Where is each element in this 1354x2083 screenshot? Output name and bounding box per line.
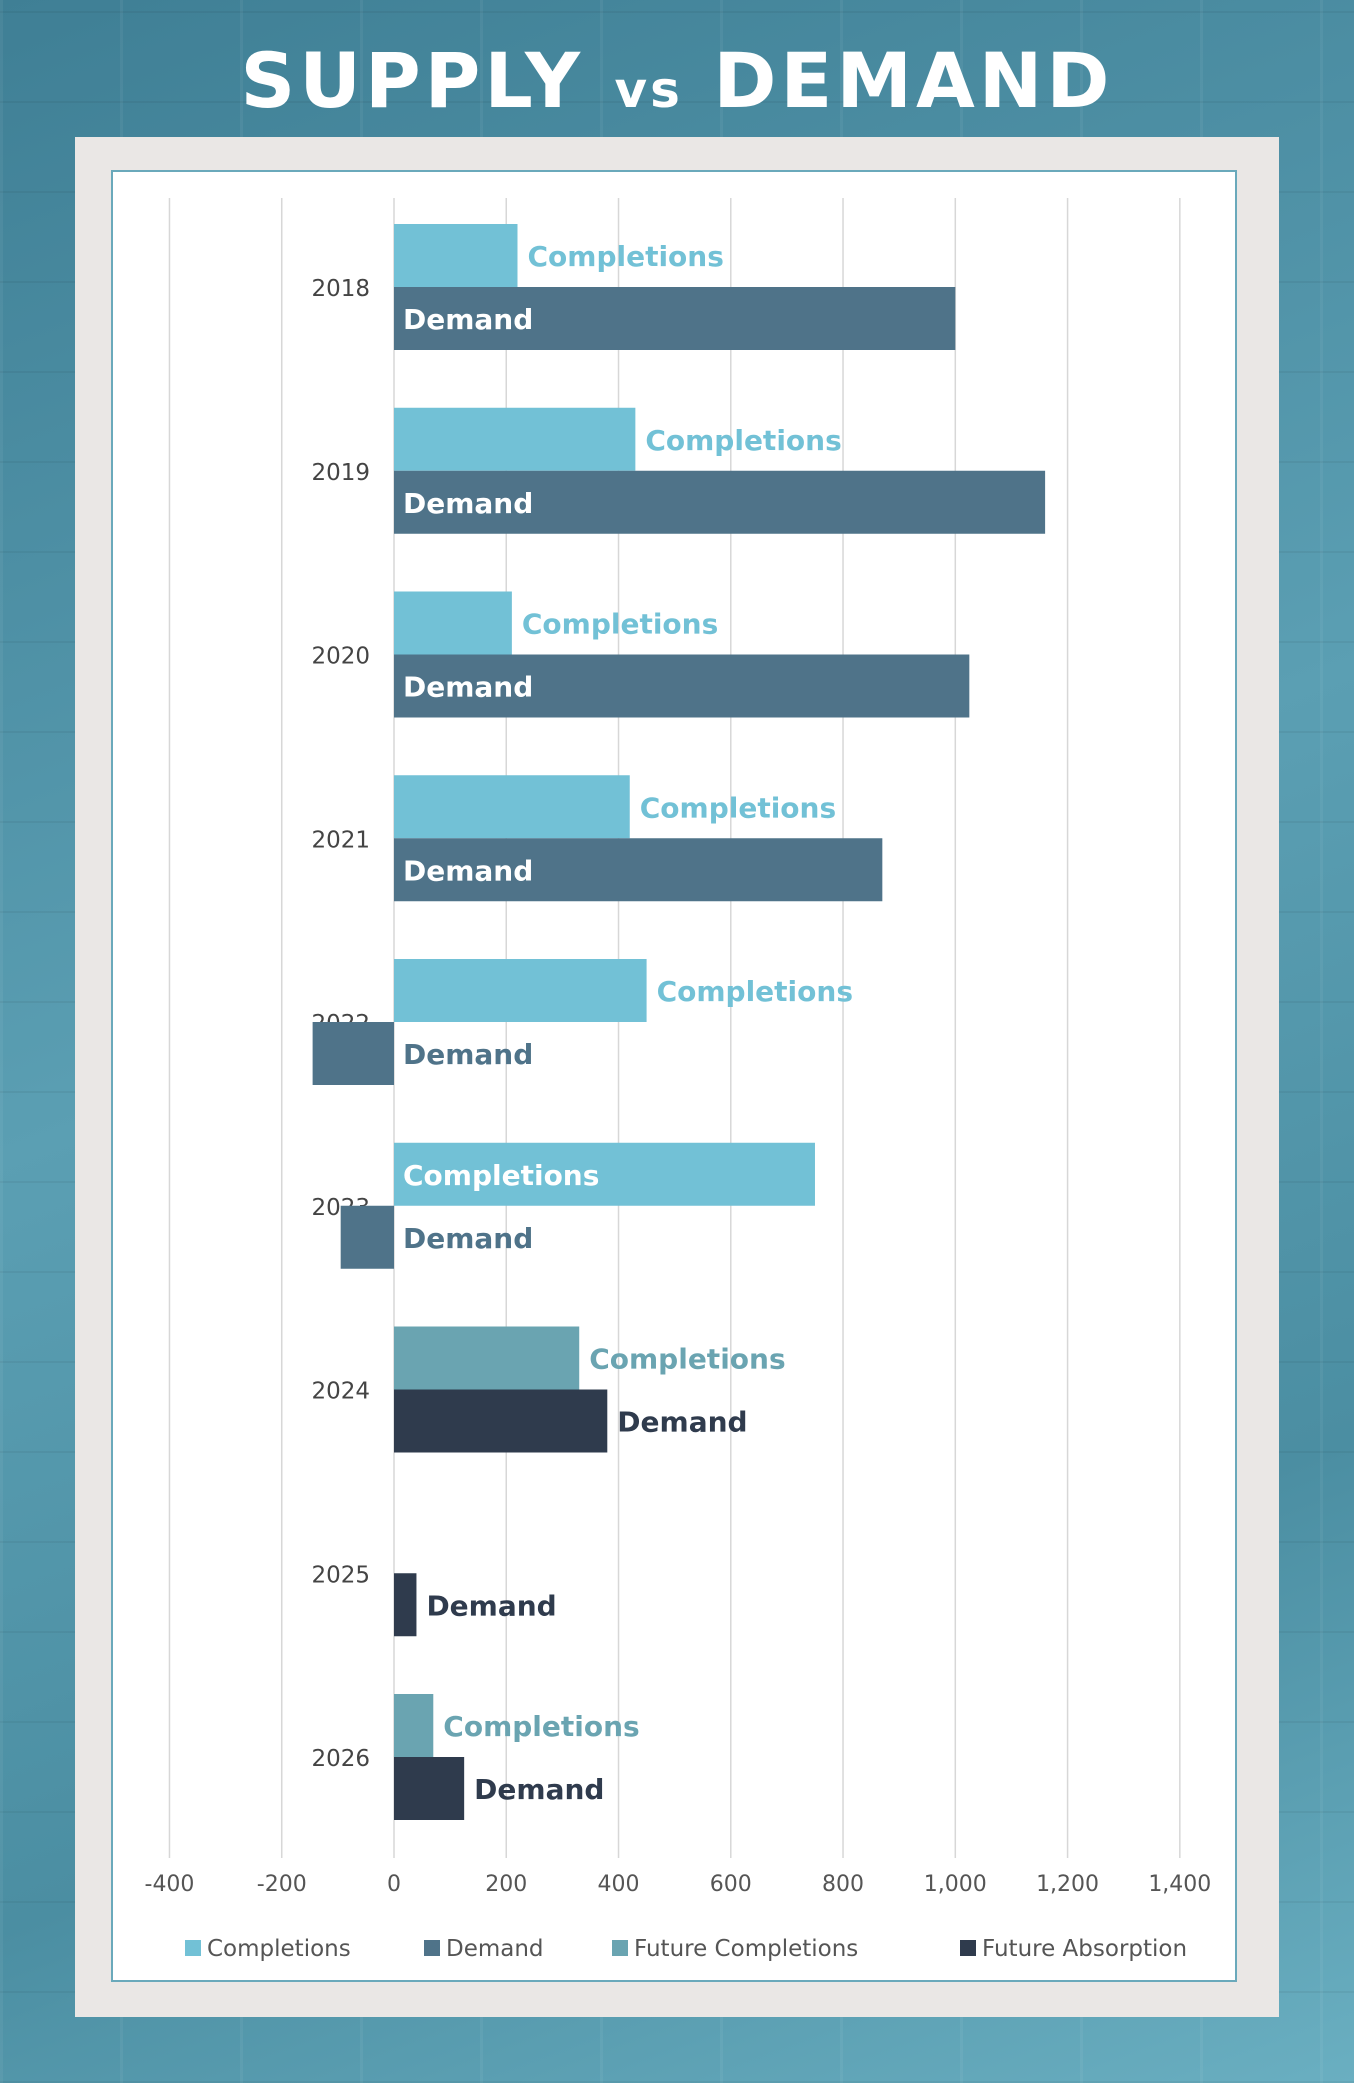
legend-label: Future Completions: [634, 1936, 858, 1962]
x-tick-label: 0: [387, 1872, 401, 1897]
completions-bar: [394, 591, 512, 655]
demand-data-label: Demand: [403, 303, 533, 336]
legend-label: Demand: [446, 1936, 544, 1962]
completions-data-label: Completions: [657, 975, 853, 1008]
demand-bar: [394, 654, 970, 718]
completions-data-label: Completions: [527, 240, 723, 273]
completions-data-label: Completions: [645, 424, 841, 457]
completions-data-label: Completions: [403, 1159, 599, 1192]
completions-data-label: Completions: [522, 608, 718, 641]
demand-data-label: Demand: [403, 671, 533, 704]
legend-swatch: [960, 1940, 976, 1956]
completions-data-label: Completions: [443, 1710, 639, 1743]
x-tick-label: 800: [822, 1872, 864, 1897]
demand-bar: [394, 1757, 465, 1820]
x-tick-label: -200: [257, 1872, 307, 1897]
completions-bar: [394, 959, 647, 1022]
title-demand: DEMAND: [713, 36, 1114, 125]
legend-swatch: [185, 1940, 201, 1956]
demand-bar: [394, 1389, 608, 1453]
category-label: 2019: [311, 460, 370, 486]
demand-bar: [394, 470, 1046, 534]
completions-bar: [394, 775, 630, 839]
demand-data-label: Demand: [403, 487, 533, 520]
demand-data-label: Demand: [403, 854, 533, 887]
legend-label: Completions: [207, 1936, 351, 1962]
completions-data-label: Completions: [640, 791, 836, 824]
demand-bar: [340, 1205, 394, 1269]
completions-bar: [394, 1326, 580, 1390]
page-title: SUPPLY vs DEMAND: [0, 36, 1354, 125]
legend-swatch: [612, 1940, 628, 1956]
demand-data-label: Demand: [403, 1038, 533, 1071]
demand-data-label: Demand: [474, 1773, 604, 1806]
demand-data-label: Demand: [403, 1222, 533, 1255]
completions-data-label: Completions: [589, 1343, 785, 1376]
x-tick-label: 1,400: [1148, 1872, 1211, 1897]
x-tick-label: 1,200: [1036, 1872, 1099, 1897]
category-label: 2021: [311, 827, 370, 853]
completions-bar: [394, 1142, 815, 1206]
demand-data-label: Demand: [426, 1589, 556, 1622]
x-tick-label: 600: [710, 1872, 752, 1897]
completions-bar: [394, 407, 636, 471]
completions-bar: [394, 224, 518, 287]
demand-bar: [394, 838, 883, 902]
legend-label: Future Absorption: [982, 1936, 1187, 1962]
category-label: 2020: [311, 644, 370, 670]
category-label: 2018: [311, 276, 370, 302]
x-tick-label: 200: [485, 1872, 527, 1897]
x-tick-label: 1,000: [924, 1872, 987, 1897]
category-label: 2025: [311, 1562, 370, 1588]
demand-data-label: Demand: [617, 1406, 747, 1439]
category-label: 2024: [311, 1379, 370, 1405]
demand-bar: [394, 1573, 417, 1637]
demand-bar: [394, 287, 956, 350]
title-vs: vs: [614, 61, 683, 119]
legend-swatch: [424, 1940, 440, 1956]
title-supply: SUPPLY: [240, 36, 585, 125]
x-tick-label: -400: [145, 1872, 195, 1897]
demand-bar: [312, 1022, 394, 1085]
x-tick-label: 400: [598, 1872, 640, 1897]
completions-bar: [394, 1694, 434, 1757]
category-label: 2026: [311, 1746, 370, 1772]
